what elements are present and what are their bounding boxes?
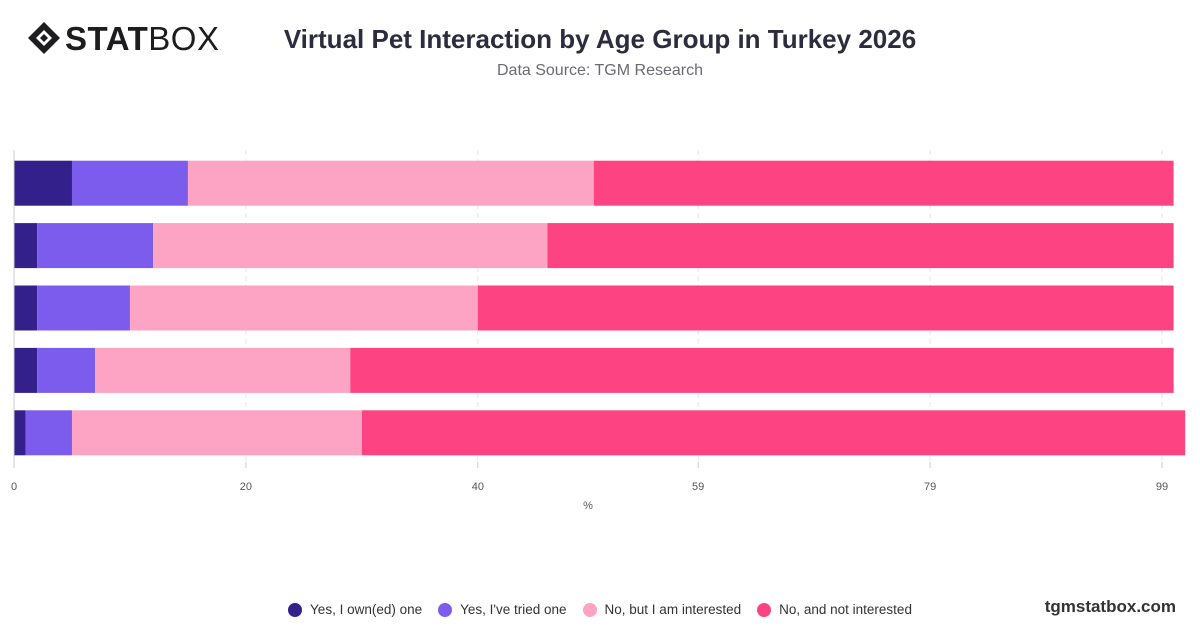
bar-segment (547, 223, 1174, 269)
bar-segment (14, 223, 38, 269)
legend-label: Yes, I've tried one (460, 602, 567, 617)
x-tick-label: 20 (240, 481, 252, 493)
legend-label: Yes, I own(ed) one (310, 602, 423, 617)
bar-segment (71, 410, 362, 456)
logo-text-light: BOX (148, 19, 220, 57)
statbox-logo: STATBOX (26, 20, 219, 56)
bar-segment (14, 410, 26, 456)
chart-subtitle: Data Source: TGM Research (496, 62, 703, 79)
legend-dot (757, 602, 772, 617)
x-tick-label: 99 (1156, 481, 1168, 493)
bar-segment (477, 285, 1174, 331)
bar-segment (187, 160, 594, 206)
x-axis-title: % (583, 500, 593, 512)
legend-item[interactable]: Yes, I own(ed) one (288, 602, 422, 617)
logo-text-bold: STAT (65, 19, 149, 57)
site-url: tgmstatbox.com (1044, 597, 1176, 616)
x-tick-label: 40 (472, 481, 484, 493)
logo-diamond-icon (28, 22, 60, 54)
bar-segment (37, 285, 130, 331)
bar-segment (14, 160, 72, 206)
bar-segment (37, 347, 96, 393)
legend-dot (438, 602, 453, 617)
bar-segment (14, 285, 38, 331)
bar-segment (37, 223, 154, 269)
legend-dot (582, 602, 597, 617)
x-tick-label: 0 (11, 481, 17, 493)
legend-item[interactable]: No, and not interested (757, 602, 912, 617)
bar-segment (14, 347, 38, 393)
legend-label: No, but I am interested (604, 602, 742, 617)
legend-dot (288, 602, 303, 617)
bar-segment (95, 347, 351, 393)
legend-item[interactable]: No, but I am interested (582, 602, 742, 617)
legend-label: No, and not interested (779, 602, 912, 617)
bar-segment (129, 285, 478, 331)
x-tick-label: 59 (692, 481, 704, 493)
chart-title: Virtual Pet Interaction by Age Group in … (283, 24, 917, 54)
legend-item[interactable]: Yes, I've tried one (438, 602, 567, 617)
logo-wordmark: STATBOX (65, 22, 219, 55)
bar-segment (153, 223, 548, 269)
x-tick-label: 79 (924, 481, 936, 493)
bar-segment (71, 160, 188, 206)
bar-segment (593, 160, 1174, 206)
bar-segment (25, 410, 72, 456)
bar-segment (350, 347, 1174, 393)
bar-segment (361, 410, 1186, 456)
chart-legend: Yes, I own(ed) one Yes, I've tried one No,… (0, 602, 1200, 617)
